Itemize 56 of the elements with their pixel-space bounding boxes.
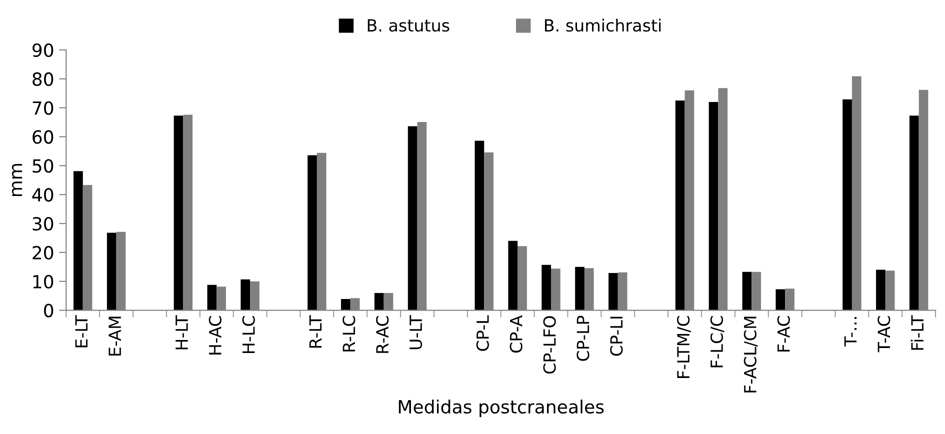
- bar: [776, 289, 786, 310]
- bar: [207, 284, 217, 310]
- x-tick-label: E-AM: [108, 316, 121, 356]
- y-axis-title: mm: [12, 164, 22, 196]
- x-tick-label: H-LC: [242, 316, 255, 354]
- x-tick-label: Fi-LT: [910, 315, 924, 350]
- bar: [341, 299, 350, 310]
- y-tick-label: 40: [32, 188, 54, 202]
- x-tick-label: R-LC: [342, 316, 356, 352]
- x-tick-label: U-LT: [410, 315, 422, 350]
- bar: [708, 102, 718, 310]
- bar: [474, 140, 484, 310]
- bar: [542, 264, 552, 310]
- y-tick-label: 60: [32, 130, 54, 144]
- bar: [74, 171, 83, 310]
- bar: [174, 116, 184, 310]
- y-tick-label: 70: [32, 101, 54, 115]
- x-tick-label: F-LC/C: [710, 316, 724, 368]
- x-tick-label: F-LTM/C: [676, 316, 691, 378]
- x-tick-label: E-LT: [75, 315, 88, 348]
- x-tick-label: R-LT: [309, 315, 322, 348]
- x-tick-label: R-AC: [376, 316, 389, 353]
- bar: [408, 126, 418, 310]
- bar: [909, 116, 919, 310]
- x-tick-label: CP-A: [510, 315, 522, 353]
- bar: [106, 232, 116, 310]
- y-tick-label: 10: [33, 274, 54, 288]
- bar: [876, 270, 886, 310]
- bar: [675, 100, 685, 310]
- x-tick-label: CP-L: [476, 315, 489, 351]
- x-tick-label: F-ACL/CM: [744, 316, 758, 392]
- bar: [240, 279, 250, 310]
- x-tick-label: T-…: [844, 317, 857, 347]
- bar: [842, 99, 852, 310]
- legend-label: B. sumichrasti: [544, 18, 661, 32]
- bar: [508, 240, 518, 310]
- bar: [308, 155, 317, 310]
- bar: [575, 266, 584, 310]
- bar: [608, 272, 618, 310]
- x-axis-title: Medidas postcraneales: [398, 400, 604, 418]
- x-tick-label: CP-LI: [610, 316, 623, 356]
- y-tick-label: 80: [32, 72, 54, 86]
- legend-label: B. astutus: [368, 19, 450, 32]
- bar: [374, 292, 384, 310]
- x-tick-label: H-AC: [208, 316, 222, 354]
- y-tick-label: 50: [32, 159, 54, 173]
- x-tick-label: CP-LFO: [543, 316, 556, 374]
- y-tick-label: 30: [32, 216, 54, 231]
- y-tick-label: 20: [32, 246, 54, 260]
- x-tick-label: F-AC: [777, 316, 790, 352]
- y-tick-label: 90: [32, 43, 54, 58]
- bar: [742, 272, 752, 310]
- y-tick-label: 0: [44, 304, 54, 318]
- x-tick-label: CP-LP: [576, 316, 590, 361]
- x-tick-label: T-AC: [878, 316, 890, 352]
- x-tick-label: H-LT: [176, 315, 188, 350]
